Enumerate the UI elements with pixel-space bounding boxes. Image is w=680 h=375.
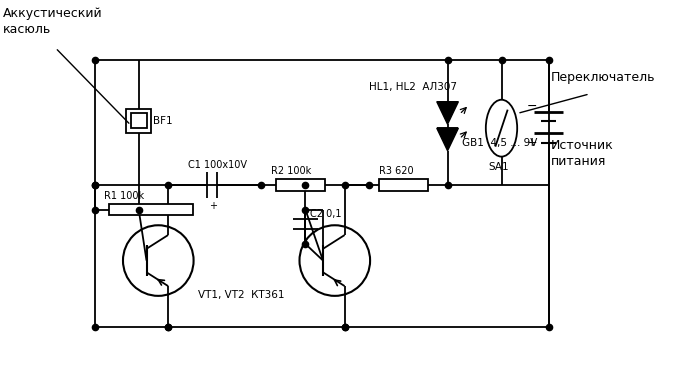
Polygon shape: [437, 102, 458, 124]
Bar: [131, 114, 146, 128]
Text: C2 0,1: C2 0,1: [310, 209, 342, 219]
Text: VT1, VT2  КТ361: VT1, VT2 КТ361: [197, 290, 284, 300]
Bar: [126, 108, 152, 133]
Text: SA1: SA1: [489, 162, 509, 172]
Text: −: −: [527, 100, 537, 113]
Text: R3 620: R3 620: [379, 166, 413, 176]
Text: Источник
питания: Источник питания: [551, 139, 613, 168]
Text: R2 100k: R2 100k: [271, 166, 311, 176]
Text: +: +: [209, 201, 217, 211]
Bar: [379, 179, 428, 191]
Text: Переключатель: Переключатель: [551, 70, 655, 84]
Text: HL1, HL2  АЛ307: HL1, HL2 АЛ307: [369, 82, 457, 92]
Text: +: +: [527, 136, 538, 149]
Text: R1 100k: R1 100k: [104, 191, 144, 201]
Text: C1 100x10V: C1 100x10V: [188, 160, 247, 170]
Polygon shape: [437, 128, 458, 151]
Text: GB1  4,5 ... 9V: GB1 4,5 ... 9V: [462, 138, 538, 148]
Text: Аккустический
касюль: Аккустический касюль: [3, 7, 103, 36]
Bar: [109, 204, 192, 216]
Text: BF1: BF1: [154, 116, 173, 126]
Bar: [276, 179, 325, 191]
